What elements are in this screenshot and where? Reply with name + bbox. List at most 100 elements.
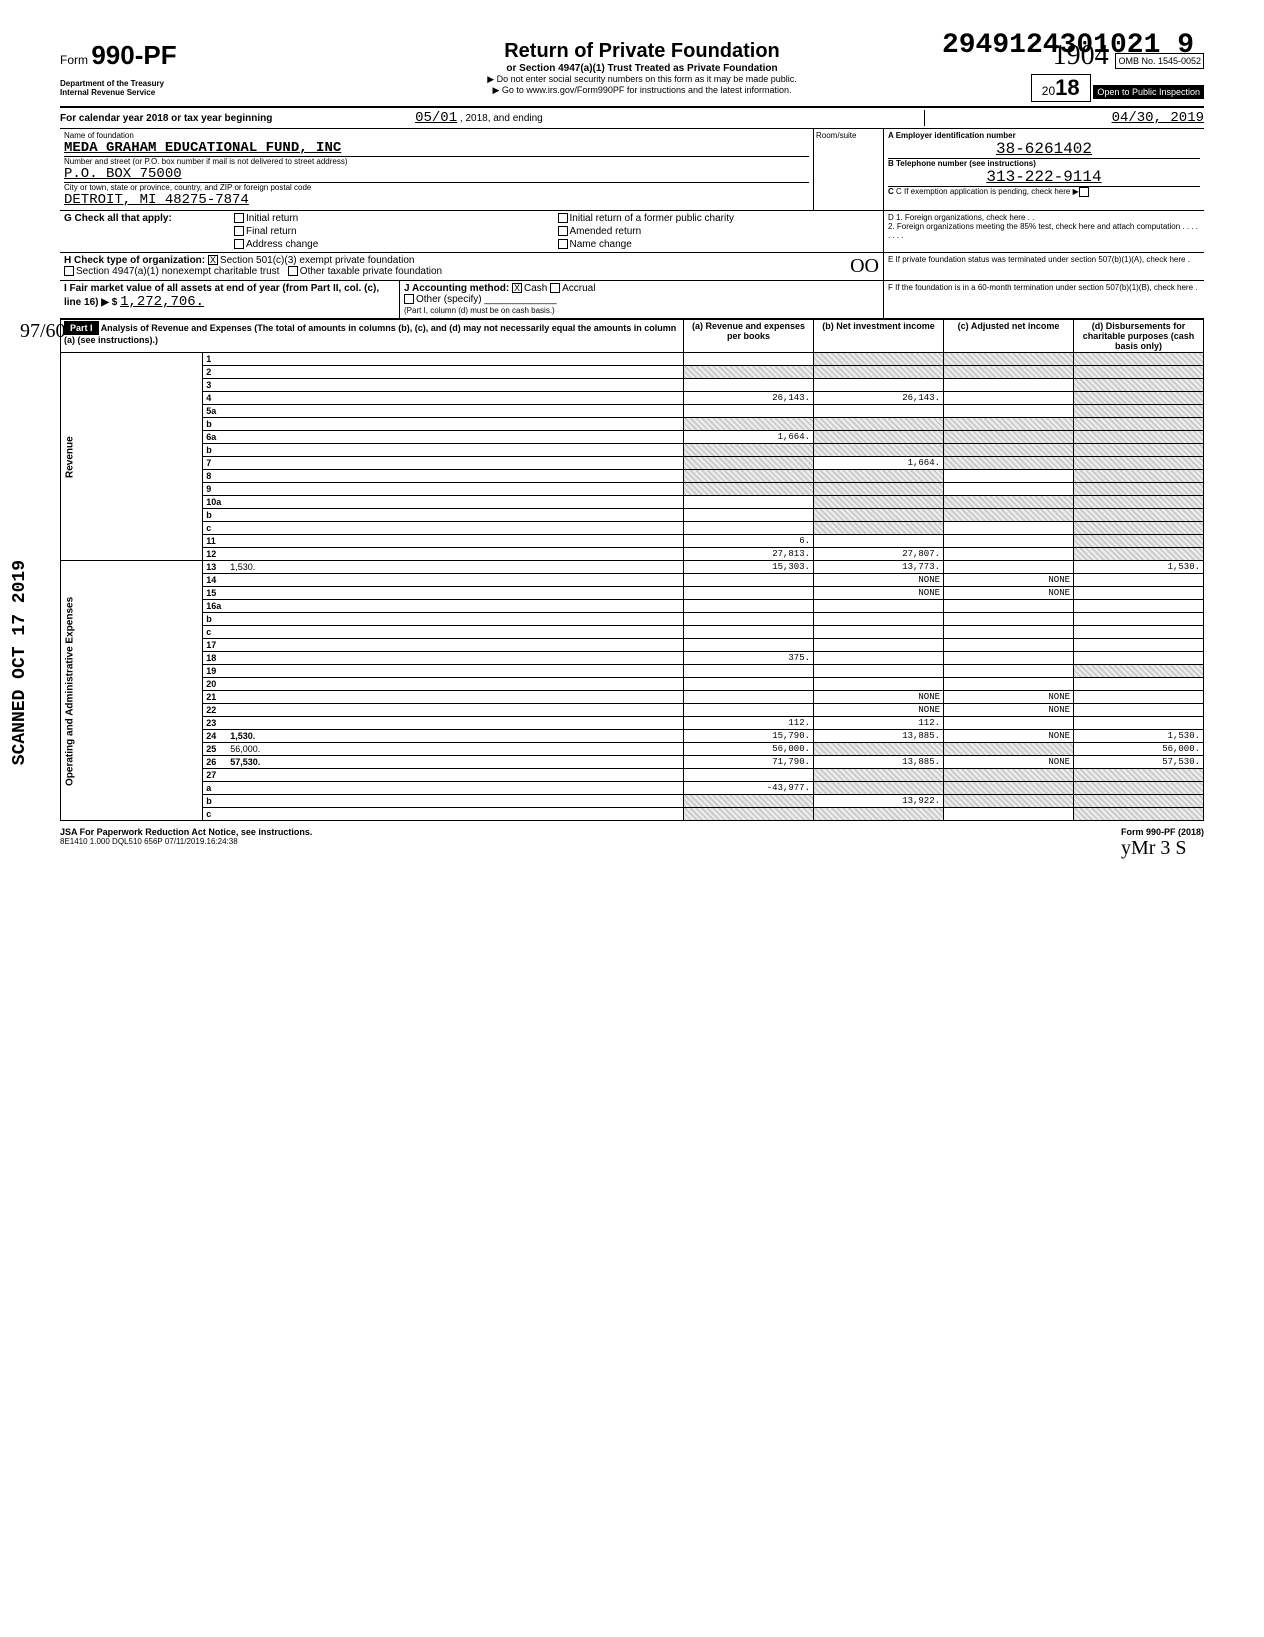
j-other-check[interactable] xyxy=(404,294,414,304)
g-opt-amended[interactable]: Amended return xyxy=(558,226,880,237)
cell-c xyxy=(944,808,1074,821)
cell-a: 375. xyxy=(684,652,814,665)
expense-row: b xyxy=(61,613,1204,626)
scanned-stamp: SCANNED OCT 17 2019 xyxy=(10,560,30,765)
form-title: Return of Private Foundation xyxy=(260,40,1024,63)
cell-a xyxy=(684,470,814,483)
cell-c xyxy=(944,678,1074,691)
cell-a xyxy=(684,691,814,704)
revenue-row: Revenue1 xyxy=(61,353,1204,366)
cell-c xyxy=(944,522,1074,535)
cell-b xyxy=(814,509,944,522)
section-g-d: G Check all that apply: Initial return I… xyxy=(60,211,1204,253)
g-opt-addrchange[interactable]: Address change xyxy=(234,239,556,250)
cell-d xyxy=(1074,509,1204,522)
cell-b xyxy=(814,418,944,431)
cell-c: NONE xyxy=(944,730,1074,743)
cell-d xyxy=(1074,652,1204,665)
cell-d: 1,530. xyxy=(1074,730,1204,743)
phone-value: 313-222-9114 xyxy=(888,168,1200,186)
cell-d xyxy=(1074,691,1204,704)
cell-a xyxy=(684,665,814,678)
cell-a xyxy=(684,444,814,457)
cell-c xyxy=(944,392,1074,405)
row-desc: 10a xyxy=(203,496,684,509)
cell-a: 1,664. xyxy=(684,431,814,444)
row-desc: b xyxy=(203,613,684,626)
row-desc: a xyxy=(203,782,684,795)
expense-row: 2657,530.71,790.13,885.NONE57,530. xyxy=(61,756,1204,769)
section-f: F If the foundation is in a 60-month ter… xyxy=(884,281,1204,318)
g-opt-former[interactable]: Initial return of a former public charit… xyxy=(558,213,880,224)
g-opt-initial[interactable]: Initial return xyxy=(234,213,556,224)
row-desc: 17 xyxy=(203,639,684,652)
revenue-row: 426,143.26,143. xyxy=(61,392,1204,405)
cell-b: 26,143. xyxy=(814,392,944,405)
h-check-other[interactable] xyxy=(288,266,298,276)
col-b-header: (b) Net investment income xyxy=(814,320,944,353)
revenue-row: b xyxy=(61,444,1204,457)
cell-b xyxy=(814,652,944,665)
section-c: C C If exemption application is pending,… xyxy=(888,186,1200,197)
cell-d xyxy=(1074,600,1204,613)
revenue-row: b xyxy=(61,418,1204,431)
cell-a xyxy=(684,574,814,587)
row-desc: b xyxy=(203,444,684,457)
cell-b xyxy=(814,496,944,509)
cell-a xyxy=(684,496,814,509)
cell-b xyxy=(814,743,944,756)
g-opt-namechange[interactable]: Name change xyxy=(558,239,880,250)
expense-row: 2556,000.56,000.56,000. xyxy=(61,743,1204,756)
cell-a xyxy=(684,769,814,782)
cell-d xyxy=(1074,795,1204,808)
row-desc: 4 xyxy=(203,392,684,405)
revenue-row: 116. xyxy=(61,535,1204,548)
cell-b: 13,773. xyxy=(814,561,944,574)
j-cash-check[interactable]: X xyxy=(512,283,522,293)
section-e: E If private foundation status was termi… xyxy=(884,253,1204,280)
cell-c: NONE xyxy=(944,574,1074,587)
row-desc: b xyxy=(203,418,684,431)
row-desc: 14 xyxy=(203,574,684,587)
cell-b xyxy=(814,366,944,379)
cell-c xyxy=(944,379,1074,392)
row-desc: 2657,530. xyxy=(203,756,684,769)
cell-a xyxy=(684,405,814,418)
expense-row: 22NONENONE xyxy=(61,704,1204,717)
g-label: G Check all that apply: xyxy=(64,213,234,250)
h-check-4947[interactable] xyxy=(64,266,74,276)
expense-row: 21NONENONE xyxy=(61,691,1204,704)
row-desc: 1 xyxy=(203,353,684,366)
room-label: Room/suite xyxy=(816,131,881,140)
cell-d xyxy=(1074,392,1204,405)
cell-d xyxy=(1074,626,1204,639)
expense-row: Operating and Administrative Expenses131… xyxy=(61,561,1204,574)
expense-row: 23112.112. xyxy=(61,717,1204,730)
cell-c: NONE xyxy=(944,704,1074,717)
cell-c xyxy=(944,561,1074,574)
row-desc: c xyxy=(203,522,684,535)
j-accrual-check[interactable] xyxy=(550,283,560,293)
h-check-501c3[interactable]: X xyxy=(208,255,218,265)
cell-a: 15,790. xyxy=(684,730,814,743)
cell-d xyxy=(1074,574,1204,587)
revenue-row: 1227,813.27,807. xyxy=(61,548,1204,561)
cell-c xyxy=(944,665,1074,678)
cell-c xyxy=(944,418,1074,431)
cell-c xyxy=(944,717,1074,730)
cell-a xyxy=(684,613,814,626)
row-desc: 12 xyxy=(203,548,684,561)
cell-c: NONE xyxy=(944,756,1074,769)
revenue-row: 8 xyxy=(61,470,1204,483)
addr-label: Number and street (or P.O. box number if… xyxy=(64,156,809,166)
cell-c xyxy=(944,431,1074,444)
cell-a: 71,790. xyxy=(684,756,814,769)
cell-d xyxy=(1074,496,1204,509)
cell-a xyxy=(684,678,814,691)
cell-b xyxy=(814,405,944,418)
form-subtitle: or Section 4947(a)(1) Trust Treated as P… xyxy=(260,63,1024,74)
form-note-2: ▶ Go to www.irs.gov/Form990PF for instru… xyxy=(260,85,1024,96)
cell-b xyxy=(814,613,944,626)
g-opt-final[interactable]: Final return xyxy=(234,226,556,237)
cell-b xyxy=(814,444,944,457)
